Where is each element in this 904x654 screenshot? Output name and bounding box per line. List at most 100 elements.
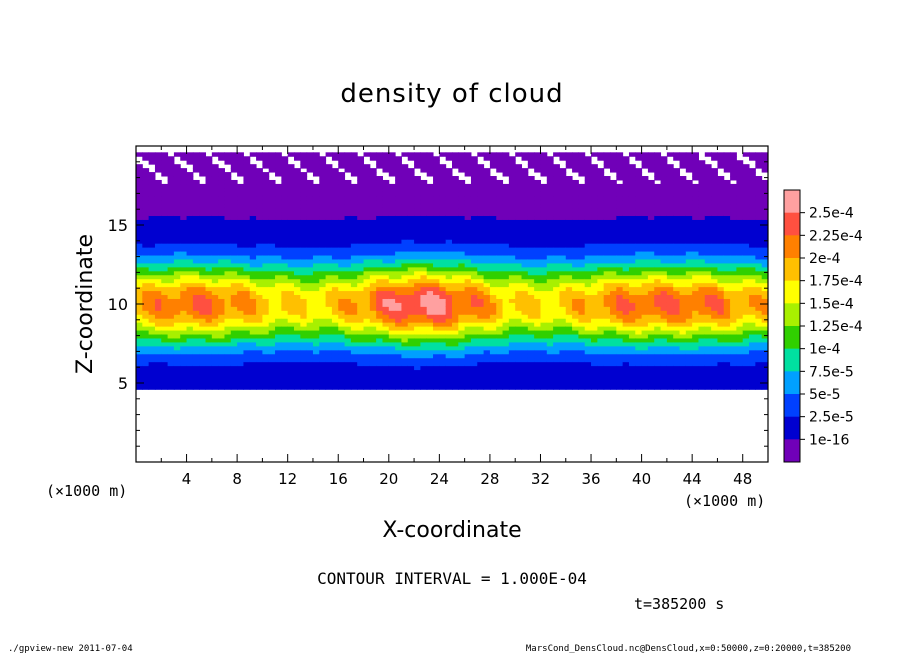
density-cell	[445, 152, 453, 157]
density-cell	[635, 369, 643, 375]
density-cell	[489, 251, 497, 256]
density-cell	[407, 369, 415, 375]
density-cell	[262, 199, 270, 205]
density-cell	[388, 373, 396, 378]
density-cell	[521, 322, 529, 327]
density-cell	[572, 357, 579, 363]
density-cell	[414, 183, 421, 189]
density-cell	[357, 274, 365, 280]
density-cell	[616, 258, 624, 264]
density-cell	[508, 247, 516, 252]
density-cell	[300, 227, 308, 232]
density-cell	[610, 337, 617, 343]
density-cell	[306, 207, 314, 213]
density-cell	[628, 183, 636, 189]
density-cell	[439, 353, 447, 359]
density-cell	[572, 255, 579, 260]
density-cell	[470, 282, 478, 288]
density-cell	[243, 337, 251, 343]
density-cell	[572, 377, 579, 382]
density-cell	[496, 306, 504, 311]
density-cell	[635, 156, 643, 161]
density-cell	[489, 227, 497, 232]
density-cell	[610, 302, 617, 307]
density-cell	[382, 377, 390, 382]
density-cell	[306, 274, 314, 280]
density-cell	[464, 302, 472, 307]
density-cell	[325, 183, 333, 189]
density-cell	[660, 278, 668, 284]
density-cell	[458, 164, 466, 169]
density-cell	[306, 361, 314, 367]
density-cell	[477, 326, 485, 331]
density-cell	[376, 326, 383, 331]
density-cell	[439, 326, 447, 331]
density-cell	[312, 172, 320, 177]
density-cell	[635, 310, 643, 315]
density-cell	[470, 334, 478, 339]
density-cell	[540, 302, 548, 307]
density-cell	[521, 255, 529, 260]
density-cell	[502, 282, 510, 288]
density-cell	[654, 310, 662, 315]
density-cell	[262, 187, 270, 193]
density-cell	[148, 251, 156, 256]
density-cell	[275, 373, 282, 378]
density-cell	[426, 207, 434, 213]
density-cell	[230, 337, 238, 343]
density-cell	[407, 262, 415, 268]
density-cell	[445, 183, 453, 189]
density-cell	[660, 266, 668, 272]
density-cell	[477, 341, 485, 347]
density-cell	[597, 215, 605, 220]
density-cell	[559, 266, 567, 272]
density-cell	[546, 345, 554, 351]
density-cell	[211, 219, 219, 224]
density-cell	[275, 172, 282, 177]
density-cell	[180, 243, 188, 248]
density-cell	[363, 357, 371, 363]
density-cell	[572, 258, 579, 264]
density-cell	[654, 361, 662, 367]
density-cell	[572, 385, 579, 390]
density-cell	[489, 330, 497, 335]
density-cell	[439, 286, 447, 292]
density-cell	[325, 187, 333, 193]
density-cell	[325, 302, 333, 307]
density-cell	[635, 207, 643, 213]
density-cell	[401, 172, 409, 177]
density-cell	[591, 369, 598, 375]
density-cell	[319, 235, 327, 240]
density-cell	[312, 353, 320, 359]
density-cell	[319, 211, 327, 217]
density-cell	[660, 255, 668, 260]
density-cell	[641, 211, 649, 217]
density-cell	[243, 270, 251, 276]
density-cell	[395, 365, 402, 371]
density-cell	[300, 255, 308, 260]
density-cell	[287, 255, 295, 260]
density-cell	[344, 255, 352, 260]
density-cell	[199, 345, 207, 351]
density-cell	[350, 223, 358, 228]
density-cell	[527, 381, 535, 386]
density-cell	[464, 164, 472, 169]
density-cell	[660, 330, 668, 335]
density-cell	[331, 361, 339, 367]
density-cell	[186, 262, 194, 268]
density-cell	[173, 337, 181, 343]
density-cell	[154, 306, 162, 311]
density-cell	[357, 326, 365, 331]
density-cell	[237, 337, 244, 343]
density-cell	[534, 207, 541, 213]
density-cell	[540, 168, 548, 173]
density-cell	[616, 353, 624, 359]
density-cell	[622, 377, 630, 382]
density-cell	[553, 294, 560, 299]
density-cell	[268, 322, 276, 327]
density-cell	[565, 195, 573, 201]
density-cell	[306, 235, 314, 240]
density-cell	[136, 345, 143, 351]
density-cell	[167, 251, 175, 256]
density-cell	[199, 330, 207, 335]
